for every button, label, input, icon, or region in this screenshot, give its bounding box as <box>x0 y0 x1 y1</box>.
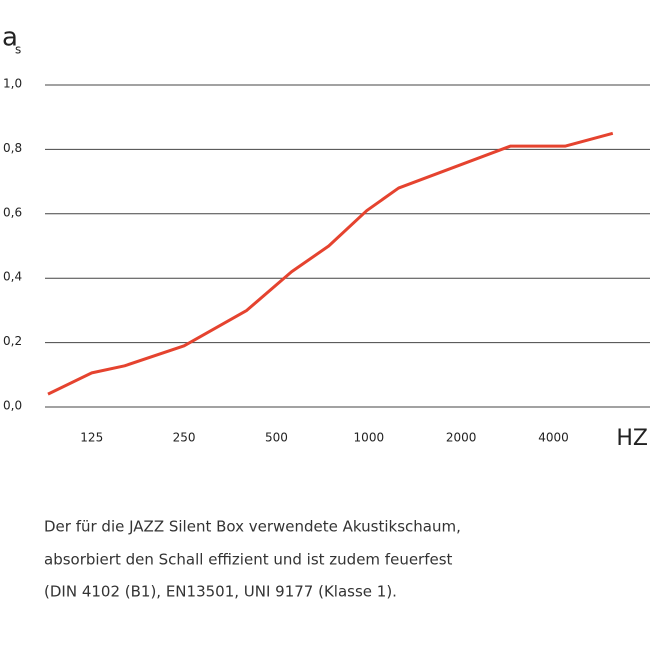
data-line <box>47 131 614 396</box>
y-tick-label: 0,2 <box>3 334 22 348</box>
x-tick-label: 250 <box>173 431 196 445</box>
y-tick-label: 0,4 <box>3 270 22 284</box>
x-tick-label: 125 <box>80 431 103 445</box>
y-tick-label: 0,8 <box>3 141 22 155</box>
y-axis-label: a <box>2 23 18 53</box>
x-tick-label: 2000 <box>446 431 477 445</box>
x-tick-label: 4000 <box>538 431 569 445</box>
description: (DIN 4102 (B1), EN13501, UNI 9177 (Klass… <box>44 583 397 601</box>
y-axis-label-sub: s <box>15 43 21 57</box>
x-axis-label: HZ <box>616 426 648 451</box>
y-tick-label: 0,6 <box>3 205 22 219</box>
x-tick-label: 500 <box>265 431 288 445</box>
x-tick-label: 1000 <box>354 431 385 445</box>
y-tick-label: 0,0 <box>3 399 22 413</box>
description: Der für die JAZZ Silent Box verwendete A… <box>44 518 461 536</box>
description: absorbiert den Schall effizient und ist … <box>44 551 453 569</box>
y-tick-label: 1,0 <box>3 77 22 91</box>
